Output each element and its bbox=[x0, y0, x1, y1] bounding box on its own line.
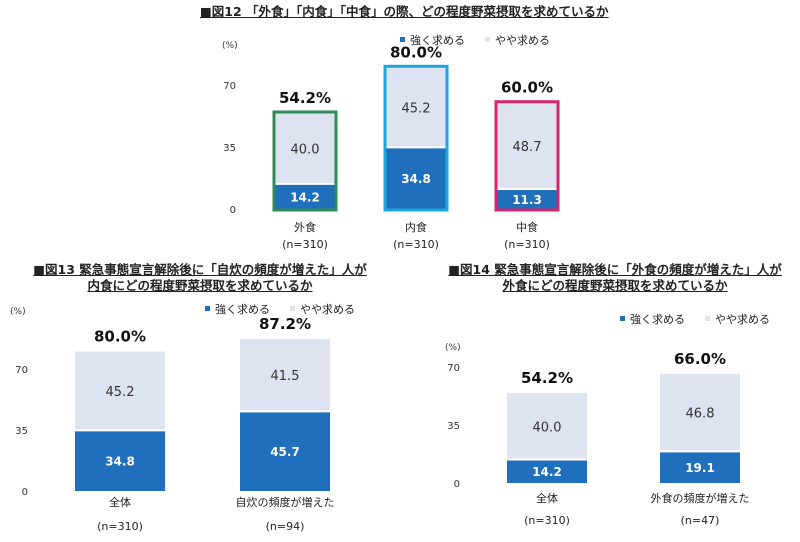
chart13-value-label-strong: 45.7 bbox=[270, 445, 300, 459]
chart12-value-label-somewhat: 40.0 bbox=[291, 142, 320, 157]
chart14-bar-strong bbox=[660, 451, 740, 483]
chart13-bar-strong bbox=[240, 411, 330, 491]
chart12-category-label: 中食 bbox=[516, 220, 538, 234]
chart14-bar-strong bbox=[507, 459, 587, 483]
chart12-legend-label-somewhat: やや求める bbox=[495, 34, 550, 47]
chart13-ytick-label: 70 bbox=[15, 365, 28, 376]
chart12-total-label: 60.0% bbox=[501, 79, 553, 97]
chart12-value-label-strong: 11.3 bbox=[512, 193, 542, 207]
chart13-n-label: (n=310) bbox=[97, 520, 143, 533]
chart12-bar-somewhat bbox=[497, 102, 557, 189]
chart13-title-line1: ■図13 緊急事態宣言解除後に「自炊の頻度が増えた」人が bbox=[33, 262, 367, 277]
chart12-bar-outline bbox=[494, 100, 560, 212]
chart12-category-label: 内食 bbox=[405, 220, 427, 234]
chart14-n-label: (n=310) bbox=[524, 514, 570, 527]
chart12-ytick-label: 70 bbox=[223, 81, 236, 92]
chart12-ytick-label: 35 bbox=[223, 143, 236, 154]
chart13-ylabel: (%) bbox=[10, 307, 26, 317]
chart14-value-label-strong: 19.1 bbox=[685, 461, 715, 475]
chart14-value-label-strong: 14.2 bbox=[532, 465, 562, 479]
chart13-title-line2: 内食にどの程度野菜摂取を求めているか bbox=[87, 278, 313, 293]
chart12-n-label: (n=310) bbox=[504, 238, 550, 251]
chart13-legend-label-somewhat: やや求める bbox=[300, 303, 355, 316]
chart12-category-label: 外食 bbox=[294, 220, 316, 234]
chart13-value-label-somewhat: 45.2 bbox=[106, 385, 135, 400]
chart12-bar-strong bbox=[386, 147, 446, 209]
chart14-legend-label-strong: 強く求める bbox=[630, 313, 685, 326]
chart14-bar-somewhat bbox=[660, 373, 740, 452]
chart14-ytick-label: 35 bbox=[447, 421, 460, 432]
chart13-bar-somewhat bbox=[75, 351, 165, 431]
chart12-value-label-somewhat: 48.7 bbox=[513, 140, 542, 155]
chart12-bar-strong bbox=[497, 188, 557, 209]
chart13-total-label: 80.0% bbox=[94, 328, 146, 346]
chart14-category-label: 外食の頻度が増えた bbox=[651, 491, 750, 505]
chart14-title-line1: ■図14 緊急事態宣言解除後に「外食の頻度が増えた」人が bbox=[448, 262, 782, 277]
chart13-legend-label-strong: 強く求める bbox=[215, 303, 270, 316]
chart12-bar-outline bbox=[383, 64, 449, 212]
chart12-title: ■図12 「外食」「内食」「中食」の際、どの程度野菜摂取を求めているか bbox=[200, 4, 609, 19]
chart14-value-label-somewhat: 46.8 bbox=[686, 407, 715, 422]
chart13-value-label-strong: 34.8 bbox=[105, 455, 135, 469]
chart13-bar-strong bbox=[75, 430, 165, 491]
chart13-total-label: 87.2% bbox=[259, 315, 311, 333]
chart13-category-label: 全体 bbox=[109, 495, 131, 509]
chart12-value-label-somewhat: 45.2 bbox=[402, 101, 431, 116]
chart13-value-label-somewhat: 41.5 bbox=[271, 369, 300, 384]
chart12-bar-outline bbox=[272, 110, 338, 212]
chart12-bar-strong bbox=[275, 183, 335, 209]
chart14-n-label: (n=47) bbox=[681, 514, 720, 527]
chart14-ytick-label: 0 bbox=[454, 479, 460, 490]
chart12-bar-somewhat bbox=[275, 112, 335, 184]
chart12-value-label-strong: 14.2 bbox=[290, 190, 320, 204]
chart12-ylabel: (%) bbox=[222, 41, 238, 51]
chart14-bar-somewhat bbox=[507, 393, 587, 460]
chart14-legend-swatch-strong bbox=[620, 316, 625, 321]
chart12-legend-label-strong: 強く求める bbox=[410, 34, 465, 47]
chart13-bar-somewhat bbox=[240, 339, 330, 412]
chart13-n-label: (n=94) bbox=[266, 520, 305, 533]
chart12-n-label: (n=310) bbox=[282, 238, 328, 251]
chart14-category-label: 全体 bbox=[536, 491, 558, 505]
chart13-legend-swatch-somewhat bbox=[290, 306, 295, 311]
chart13-title: ■図13 緊急事態宣言解除後に「自炊の頻度が増えた」人が 内食にどの程度野菜摂取… bbox=[10, 262, 390, 294]
chart12-bar-somewhat bbox=[386, 67, 446, 148]
chart13-category-label: 自炊の頻度が増えた bbox=[236, 495, 335, 509]
chart14-title-line2: 外食にどの程度野菜摂取を求めているか bbox=[502, 278, 728, 293]
chart12-total-label: 80.0% bbox=[390, 43, 442, 61]
chart14-ylabel: (%) bbox=[445, 343, 461, 353]
chart12-legend-swatch-strong bbox=[400, 37, 405, 42]
chart14-title: ■図14 緊急事態宣言解除後に「外食の頻度が増えた」人が 外食にどの程度野菜摂取… bbox=[430, 262, 800, 294]
chart14-total-label: 54.2% bbox=[521, 369, 573, 387]
chart12-value-label-strong: 34.8 bbox=[401, 172, 431, 186]
chart14-total-label: 66.0% bbox=[674, 350, 726, 368]
chart12-ytick-label: 0 bbox=[230, 205, 236, 216]
chart12-total-label: 54.2% bbox=[279, 89, 331, 107]
chart12-n-label: (n=310) bbox=[393, 238, 439, 251]
chart14-legend-swatch-somewhat bbox=[705, 316, 710, 321]
chart14-ytick-label: 70 bbox=[447, 363, 460, 374]
chart13-ytick-label: 35 bbox=[15, 426, 28, 437]
chart14-value-label-somewhat: 40.0 bbox=[533, 420, 562, 435]
chart13-legend-swatch-strong bbox=[205, 306, 210, 311]
chart12-legend-swatch-somewhat bbox=[485, 37, 490, 42]
chart14-legend-label-somewhat: やや求める bbox=[715, 313, 770, 326]
chart13-ytick-label: 0 bbox=[22, 487, 28, 498]
